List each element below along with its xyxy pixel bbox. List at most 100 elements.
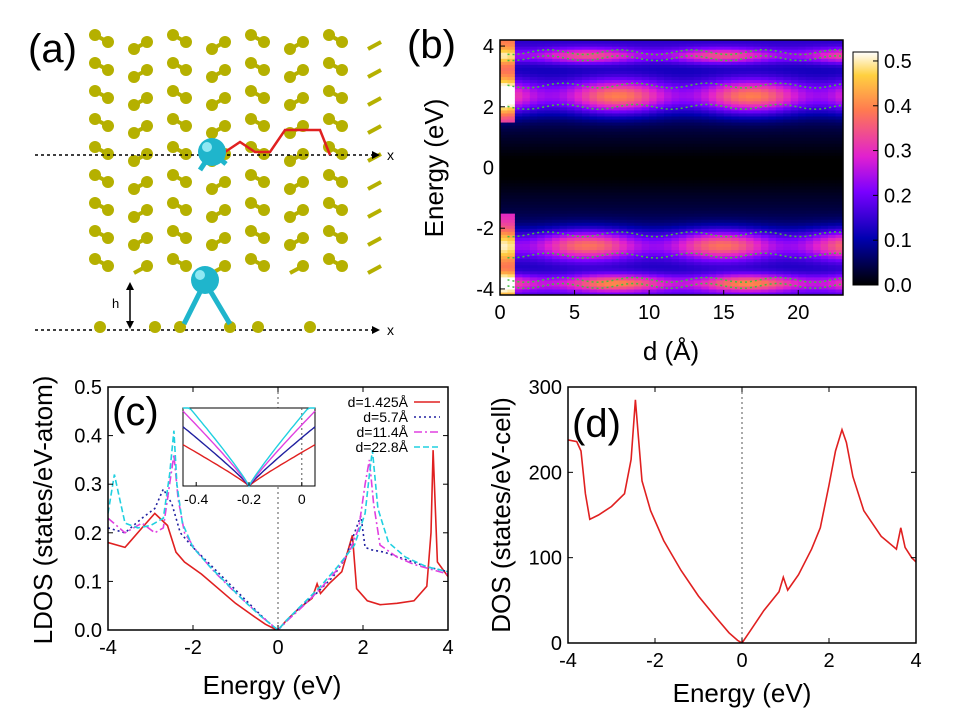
- heatmap-cell: [760, 70, 770, 74]
- heatmap-cell: [768, 240, 777, 244]
- heatmap-cell: [678, 200, 688, 205]
- heatmap-cell: [693, 58, 702, 62]
- heatmap-cell: [835, 49, 843, 53]
- heatmap-cell: [686, 82, 695, 87]
- carbon-atom: [180, 64, 192, 76]
- heatmap-cell: [574, 243, 583, 248]
- heatmap-cell: [716, 291, 725, 295]
- heatmap-cell: [619, 58, 628, 62]
- heatmap-cell: [678, 161, 688, 166]
- heatmap-cell: [641, 261, 650, 266]
- heatmap-cell: [738, 261, 747, 266]
- heatmap-cell: [500, 243, 509, 248]
- heatmap-cell: [828, 258, 837, 263]
- heatmap-cell: [835, 161, 843, 166]
- heatmap-cell: [611, 222, 620, 226]
- heatmap-cell: [686, 91, 695, 96]
- heatmap-cell: [649, 252, 658, 257]
- heatmap-cell: [544, 155, 553, 159]
- heatmap-cell: [634, 194, 643, 199]
- heatmap-cell: [768, 164, 777, 169]
- heatmap-cell: [820, 237, 829, 241]
- heatmap-cell: [678, 100, 688, 105]
- heatmap-cell: [634, 273, 643, 278]
- heatmap-cell: [790, 219, 799, 223]
- heatmap-cell: [611, 109, 620, 114]
- heatmap-cell: [500, 43, 509, 47]
- heatmap-cell: [522, 200, 531, 205]
- heatmap-cell: [820, 121, 829, 126]
- heatmap-cell: [828, 55, 837, 59]
- heatmap-cell: [582, 170, 591, 175]
- heatmap-cell: [805, 94, 814, 99]
- heatmap-cell: [656, 282, 665, 287]
- heatmap-cell: [738, 158, 747, 163]
- heatmap-cell: [693, 279, 702, 284]
- carbon-atom-side: [224, 321, 236, 333]
- heatmap-cell: [641, 85, 650, 90]
- heatmap-cell: [805, 276, 814, 281]
- heatmap-cell: [813, 143, 822, 147]
- heatmap-cell: [701, 276, 710, 281]
- heatmap-cell: [552, 40, 561, 44]
- heatmap-cell: [537, 276, 546, 281]
- heatmap-cell: [582, 67, 591, 71]
- heatmap-cell: [626, 222, 635, 226]
- heatmap-cell: [753, 240, 762, 244]
- heatmap-cell: [559, 210, 568, 214]
- heatmap-cell: [708, 255, 717, 260]
- heatmap-cell: [738, 191, 747, 196]
- heatmap-cell: [552, 103, 561, 108]
- heatmap-cell: [798, 243, 807, 248]
- heatmap-cell: [775, 282, 784, 287]
- heatmap-cell: [596, 43, 605, 47]
- heatmap-cell: [574, 164, 583, 169]
- heatmap-cell: [522, 210, 531, 214]
- heatmap-cell: [582, 261, 591, 266]
- heatmap-cell: [514, 143, 523, 147]
- heatmap-cell: [783, 115, 792, 120]
- heatmap-cell: [529, 64, 538, 68]
- heatmap-cell: [582, 222, 591, 226]
- heatmap-cell: [626, 76, 635, 81]
- heatmap-cell: [746, 46, 755, 50]
- heatmap-cell: [522, 49, 531, 53]
- heatmap-cell: [589, 46, 598, 50]
- heatmap-cell: [768, 43, 777, 47]
- heatmap-cell: [723, 85, 732, 90]
- heatmap-cell: [723, 91, 732, 96]
- heatmap-cell: [775, 197, 784, 202]
- heatmap-cell: [708, 112, 717, 117]
- heatmap-cell: [574, 282, 583, 287]
- heatmap-cell: [574, 73, 583, 78]
- heatmap-cell: [552, 291, 561, 295]
- heatmap-xlabel: d (Å): [643, 336, 699, 366]
- heatmap-cell: [537, 288, 546, 293]
- heatmap-cell: [813, 164, 822, 169]
- heatmap-cell: [798, 76, 807, 81]
- heatmap-cell: [678, 216, 688, 220]
- heatmap-cell: [828, 203, 837, 208]
- heatmap-cell: [790, 246, 799, 251]
- heatmap-cell: [813, 288, 822, 293]
- heatmap-cell: [500, 182, 509, 187]
- heatmap-cell: [760, 88, 770, 93]
- heatmap-cell: [723, 167, 732, 172]
- carbon-atom: [258, 36, 270, 48]
- heatmap-cell: [835, 61, 843, 65]
- heatmap-cell: [544, 55, 553, 59]
- heatmap-cell: [537, 85, 546, 90]
- heatmap-cell: [589, 121, 598, 126]
- carbon-atom: [336, 92, 348, 104]
- heatmap-cell: [708, 152, 717, 156]
- heatmap-cell: [552, 112, 561, 117]
- heatmap-cell: [634, 100, 643, 105]
- heatmap-cell: [619, 64, 628, 68]
- heatmap-cell: [611, 97, 620, 102]
- heatmap-cell: [537, 43, 546, 47]
- heatmap-cell: [582, 213, 591, 217]
- heatmap-cell: [514, 203, 523, 208]
- heatmap-cell: [828, 237, 837, 241]
- heatmap-cell: [805, 210, 814, 214]
